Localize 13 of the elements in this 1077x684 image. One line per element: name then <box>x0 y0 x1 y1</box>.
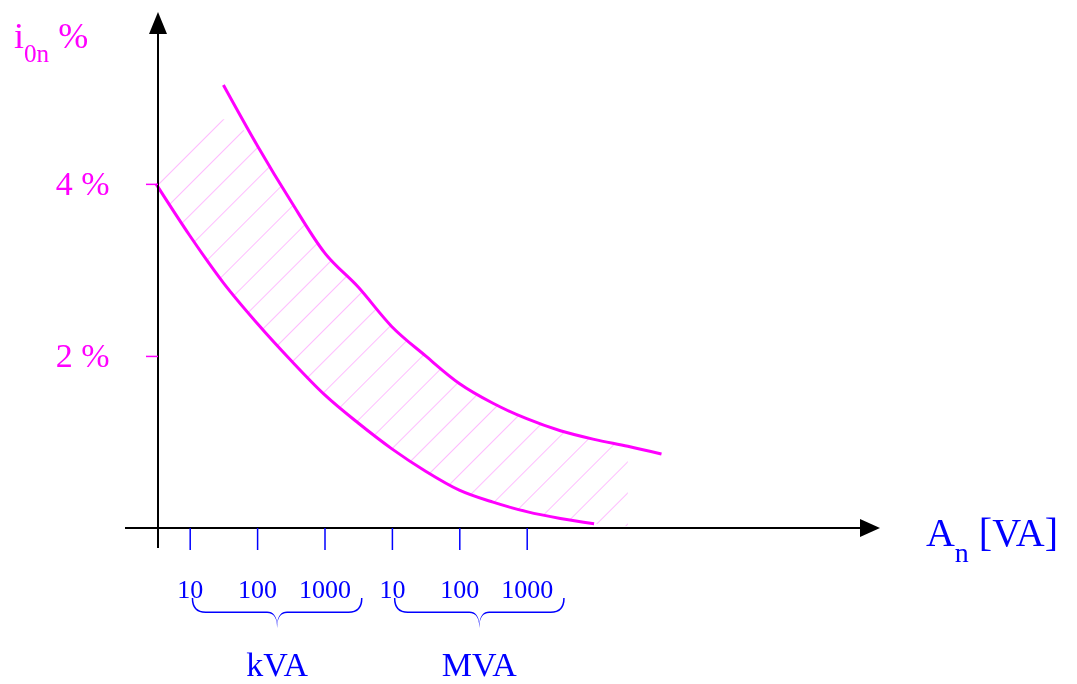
x-tick-label: 1000 <box>501 575 554 605</box>
y-axis-title: i$_{0n}$ % <box>14 16 89 67</box>
x-tick-label: 100 <box>238 575 278 605</box>
x-tick-label: 10 <box>379 575 406 605</box>
x-axis-title: A$_{n}$ [VA] <box>925 510 1059 568</box>
x-tick-label: 100 <box>440 575 480 605</box>
x-tick-label: 10 <box>177 575 204 605</box>
line-series <box>221 83 663 456</box>
x-tick-label: 1000 <box>299 575 351 605</box>
text: kVA <box>246 646 309 683</box>
y-tick-label: 2 % <box>55 337 110 375</box>
text: MVA <box>441 646 518 683</box>
y-tick-label: 4 % <box>55 165 110 203</box>
